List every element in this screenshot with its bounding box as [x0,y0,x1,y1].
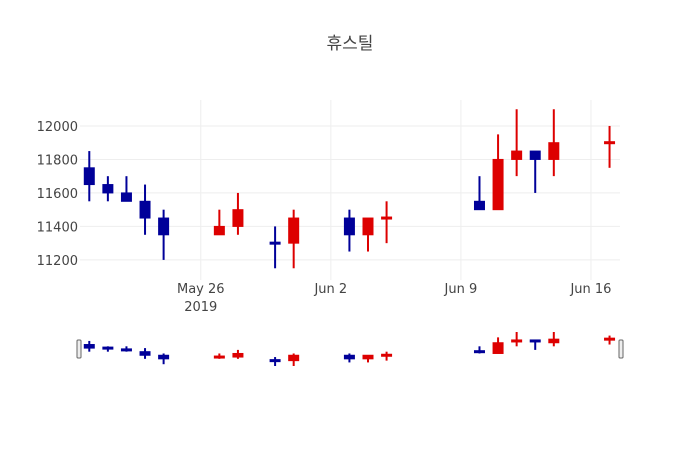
candle-body [343,354,355,360]
candle[interactable] [102,176,114,202]
candle-mini[interactable] [473,346,485,354]
candle-body [511,339,523,343]
candle-body [83,167,95,186]
candle[interactable] [83,151,95,202]
candle-body [232,352,244,358]
chart-title: 휴스틸 [327,34,374,54]
candle[interactable] [158,209,170,260]
candle-body [548,142,560,160]
candle[interactable] [343,209,355,252]
y-tick-label: 11400 [37,220,78,235]
candle[interactable] [362,217,374,252]
candle-body [492,342,504,354]
candle-mini[interactable] [120,346,132,352]
candle-body [288,354,300,362]
x-axis: May 26 2019 Jun 2 Jun 9 Jun 16 [177,282,611,315]
candle-body [548,338,560,344]
candle-mini[interactable] [213,353,225,359]
candle-body [102,184,114,194]
candle-body [473,350,485,354]
candle-body [288,217,300,244]
candle-body [232,209,244,227]
candle[interactable] [269,226,281,269]
candle-mini[interactable] [492,337,504,354]
candle[interactable] [473,176,485,211]
y-tick-label: 12000 [37,120,78,135]
candle[interactable] [139,184,151,235]
candle-mini[interactable] [511,332,523,347]
grid-lines [80,100,620,280]
candle-body [269,241,281,245]
range-slider-right-handle[interactable] [618,339,624,359]
candle[interactable] [492,134,504,211]
candle-mini[interactable] [139,348,151,359]
candle-mini[interactable] [269,357,281,366]
candle-body [529,150,541,160]
candle-body [604,141,616,145]
range-slider-left-handle[interactable] [76,339,82,359]
y-tick-label: 11600 [37,187,78,202]
candle-body [473,200,485,211]
candle-mini[interactable] [362,354,374,363]
candle-body [362,354,374,360]
x-tick-label: Jun 2 [313,282,347,297]
candle-body [492,158,504,211]
candle-body [381,216,393,220]
candle[interactable] [120,176,132,202]
candle[interactable] [288,209,300,269]
candle-body [343,217,355,236]
candle-body [158,354,170,360]
x-tick-label: May 26 [177,282,225,297]
candle-mini[interactable] [529,339,541,350]
x-tick-label: Jun 9 [444,282,478,297]
candle-body [604,337,616,341]
y-tick-label: 11200 [37,254,78,269]
candle-mini[interactable] [102,346,114,352]
candle-mini[interactable] [83,340,95,352]
y-tick-label: 11800 [37,153,78,168]
candle-body [139,200,151,219]
x-tick-label: Jun 16 [569,282,611,297]
candle-body [158,217,170,236]
candle[interactable] [232,192,244,235]
candle[interactable] [213,209,225,236]
candle-body [213,225,225,236]
candle[interactable] [511,109,523,177]
candle-mini[interactable] [604,335,616,345]
candle-body [120,192,132,202]
candle[interactable] [529,150,541,193]
candle-mini[interactable] [158,353,170,365]
candle[interactable] [604,125,616,168]
candle-mini[interactable] [343,353,355,363]
candle-body [511,150,523,160]
candle-body [102,346,114,350]
x-tick-year-label: 2019 [184,300,217,315]
candle-mini[interactable] [232,349,244,359]
candle-mini[interactable] [288,353,300,366]
candle-body [381,353,393,357]
candle-body [529,339,541,343]
candle-body [83,344,95,349]
candle[interactable] [381,201,393,244]
candle-body [139,351,151,356]
plot-area[interactable] [83,109,616,269]
candle-body [269,359,281,363]
candle[interactable] [548,109,560,177]
candle-mini[interactable] [381,351,393,361]
y-axis: 11200 11400 11600 11800 12000 [37,120,78,269]
candle-body [120,348,132,352]
candle-body [213,355,225,359]
candle-body [362,217,374,236]
range-slider[interactable] [76,332,624,366]
candle-mini[interactable] [548,332,560,347]
